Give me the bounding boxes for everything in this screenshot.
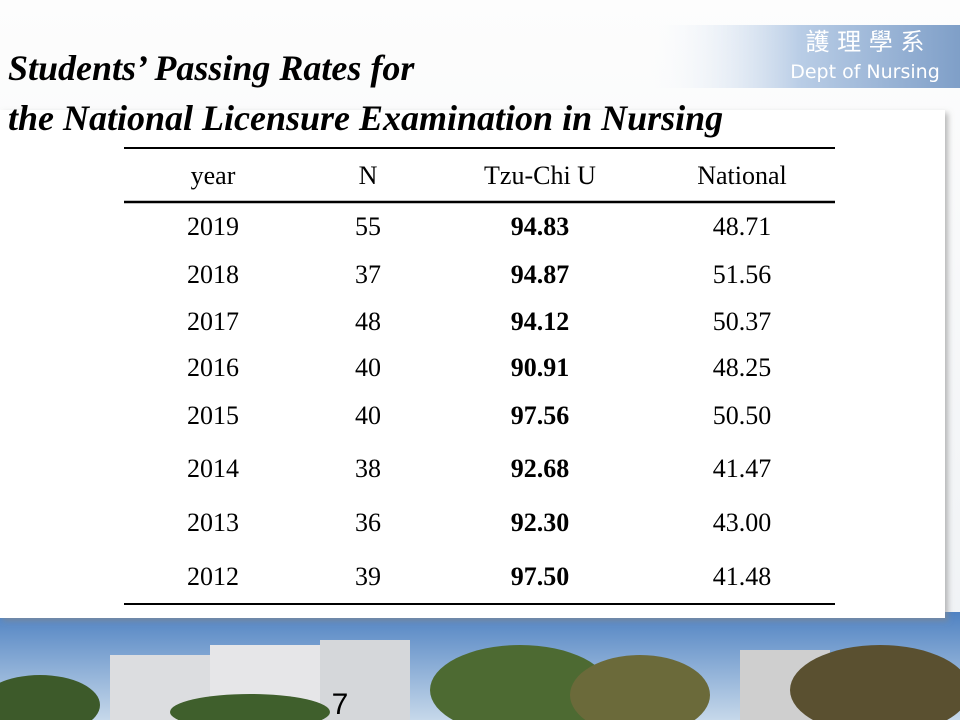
table-cell: 2018 <box>187 260 239 289</box>
table-cell: 2015 <box>187 401 239 430</box>
table-cell: 43.00 <box>713 508 772 537</box>
table-cell: 51.56 <box>713 260 772 289</box>
table-cell: 2014 <box>187 454 239 483</box>
column-header: year <box>191 161 236 190</box>
table-cell: 38 <box>355 454 381 483</box>
table-cell: 94.12 <box>511 307 570 336</box>
table-cell: 39 <box>355 562 381 591</box>
table-cell: 48.25 <box>713 353 772 382</box>
table-cell: 48 <box>355 307 381 336</box>
table-cell: 2019 <box>187 212 239 241</box>
table-cell: 55 <box>355 212 381 241</box>
column-header: Tzu-Chi U <box>484 161 596 190</box>
table-cell: 2017 <box>187 307 239 336</box>
table-cell: 37 <box>355 260 381 289</box>
table-cell: 36 <box>355 508 381 537</box>
table-cell: 92.68 <box>511 454 570 483</box>
table-cell: 50.37 <box>713 307 772 336</box>
column-header: N <box>359 161 378 190</box>
table-cell: 40 <box>355 401 381 430</box>
logo-english: Dept of Nursing <box>790 61 940 83</box>
table-cell: 94.87 <box>511 260 570 289</box>
table-cell: 94.83 <box>511 212 570 241</box>
logo-banner <box>640 25 960 88</box>
column-header: National <box>697 161 787 190</box>
table-cell: 48.71 <box>713 212 772 241</box>
table-cell: 97.56 <box>511 401 570 430</box>
table-cell: 41.48 <box>713 562 772 591</box>
table-cell: 41.47 <box>713 454 772 483</box>
table-cell: 90.91 <box>511 353 570 382</box>
photo <box>0 612 960 720</box>
table-cell: 50.50 <box>713 401 772 430</box>
table-cell: 40 <box>355 353 381 382</box>
page-number: 7 <box>332 688 349 720</box>
table: year N Tzu-Chi U National 2019 55 94.83 48.71 20… <box>187 161 787 591</box>
table-cell: 97.50 <box>511 562 570 591</box>
title-line: the National Licensure Examination in Nu… <box>8 98 723 138</box>
logo-chinese: 護 理 學 系 <box>806 28 925 56</box>
title-line: Students’ Passing Rates for <box>8 48 415 88</box>
table-cell: 2012 <box>187 562 239 591</box>
content-panel <box>0 110 945 618</box>
table-cell: 2013 <box>187 508 239 537</box>
table-cell: 92.30 <box>511 508 570 537</box>
table-cell: 2016 <box>187 353 239 382</box>
